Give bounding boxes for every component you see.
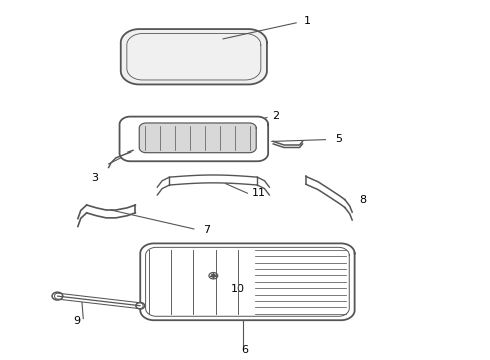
Text: 10: 10 xyxy=(231,284,245,294)
Text: 5: 5 xyxy=(335,134,342,144)
Circle shape xyxy=(211,274,215,277)
Text: 1: 1 xyxy=(303,16,311,26)
Text: 6: 6 xyxy=(242,345,248,355)
Polygon shape xyxy=(139,123,256,153)
Text: 9: 9 xyxy=(74,316,80,326)
Text: 2: 2 xyxy=(272,111,279,121)
Text: 3: 3 xyxy=(92,173,98,183)
Text: 4: 4 xyxy=(170,145,176,155)
Polygon shape xyxy=(120,117,268,161)
Text: 8: 8 xyxy=(360,195,367,204)
Text: 7: 7 xyxy=(203,225,211,235)
Polygon shape xyxy=(121,29,267,85)
Polygon shape xyxy=(140,243,355,320)
Text: 11: 11 xyxy=(252,188,266,198)
